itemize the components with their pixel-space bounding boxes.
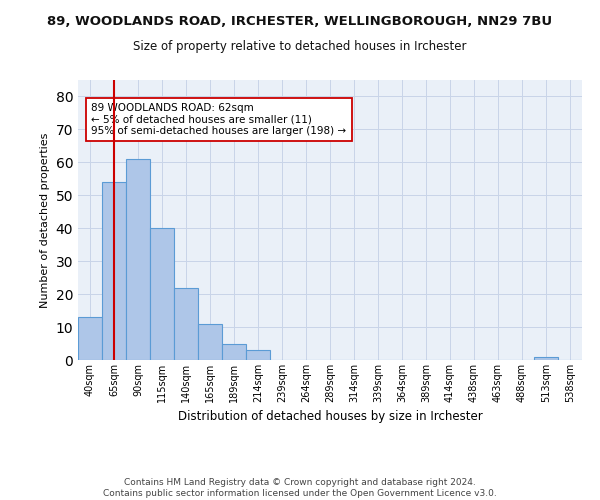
Text: Contains HM Land Registry data © Crown copyright and database right 2024.
Contai: Contains HM Land Registry data © Crown c… [103,478,497,498]
Bar [102,182,126,360]
Bar [78,317,102,360]
Bar [246,350,270,360]
Text: Size of property relative to detached houses in Irchester: Size of property relative to detached ho… [133,40,467,53]
X-axis label: Distribution of detached houses by size in Irchester: Distribution of detached houses by size … [178,410,482,424]
Text: 89, WOODLANDS ROAD, IRCHESTER, WELLINGBOROUGH, NN29 7BU: 89, WOODLANDS ROAD, IRCHESTER, WELLINGBO… [47,15,553,28]
Bar [534,356,558,360]
Y-axis label: Number of detached properties: Number of detached properties [40,132,50,308]
Bar [174,288,198,360]
Bar [222,344,246,360]
Bar [150,228,174,360]
Text: 89 WOODLANDS ROAD: 62sqm
← 5% of detached houses are smaller (11)
95% of semi-de: 89 WOODLANDS ROAD: 62sqm ← 5% of detache… [91,103,346,136]
Bar [198,324,222,360]
Bar [126,159,150,360]
